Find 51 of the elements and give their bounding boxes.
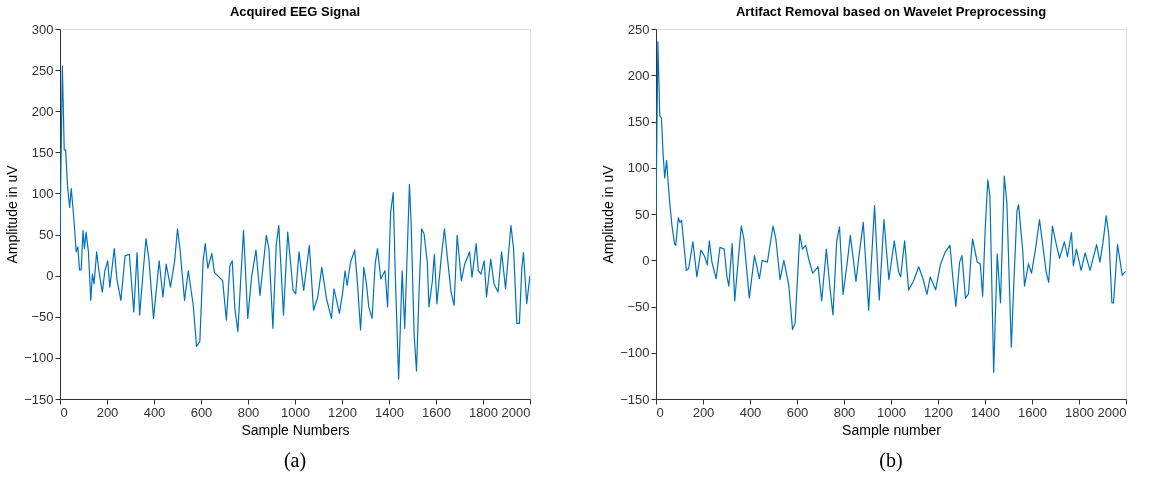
chart-title: Artifact Removal based on Wavelet Preprocessing [735,4,1047,19]
chart-title: Acquired EEG Signal [229,4,361,19]
x-tick-label: 1200 [328,404,357,420]
y-tick-label: 250 [31,62,54,78]
y-tick-label: −100 [24,350,54,366]
y-tick-label: −150 [620,391,650,407]
x-tick-label: 1800 [1065,404,1094,420]
y-tick-label: 50 [635,206,650,222]
y-axis-title: Amplitude in uV [600,164,617,264]
line-series [656,41,1126,373]
x-tick-label: 0 [60,404,68,420]
x-tick-label: 800 [833,404,856,420]
y-tick-label: 50 [39,227,54,243]
y-tick-label: −50 [627,299,650,314]
y-tick-label: −100 [620,345,650,361]
x-tick-label: 600 [190,404,213,420]
y-tick-label: 300 [31,21,54,37]
x-tick-label: 1800 [469,404,498,420]
x-axis-title: Sample number [842,421,942,438]
x-tick-label: 1000 [281,404,310,420]
x-tick-label: 800 [237,404,260,420]
x-tick-label: 200 [96,404,119,420]
y-tick-label: 0 [642,252,650,268]
y-tick-label: 100 [31,185,54,201]
x-tick-label: 1400 [971,404,1000,420]
x-tick-label: 1000 [877,404,906,420]
x-tick-label: 0 [656,404,664,420]
x-tick-label: 400 [143,404,166,420]
x-tick-label: 2000 [501,404,531,420]
text: (b) [879,449,903,472]
x-tick-label: 400 [739,404,762,420]
x-tick-label: 1200 [924,404,953,420]
y-tick-label: 200 [627,67,650,83]
x-tick-label: 2000 [1097,404,1127,420]
y-tick-label: 100 [627,160,650,176]
y-tick-label: −150 [24,391,54,407]
x-tick-label: 1400 [375,404,404,420]
x-tick-label: 600 [786,404,809,420]
y-tick-label: 150 [627,114,650,129]
y-tick-label: 250 [627,21,650,37]
y-axis-title: Amplitude in uV [4,164,21,264]
x-axis-title: Sample Numbers [241,421,350,438]
text: (a) [283,449,307,472]
x-tick-label: 200 [692,404,715,420]
line-series [60,65,530,380]
y-tick-label: 150 [31,144,54,160]
y-tick-label: −50 [31,309,54,325]
y-tick-label: 0 [46,268,54,284]
x-tick-label: 1600 [1018,404,1047,420]
y-tick-label: 200 [31,103,54,119]
x-tick-label: 1600 [422,404,451,420]
